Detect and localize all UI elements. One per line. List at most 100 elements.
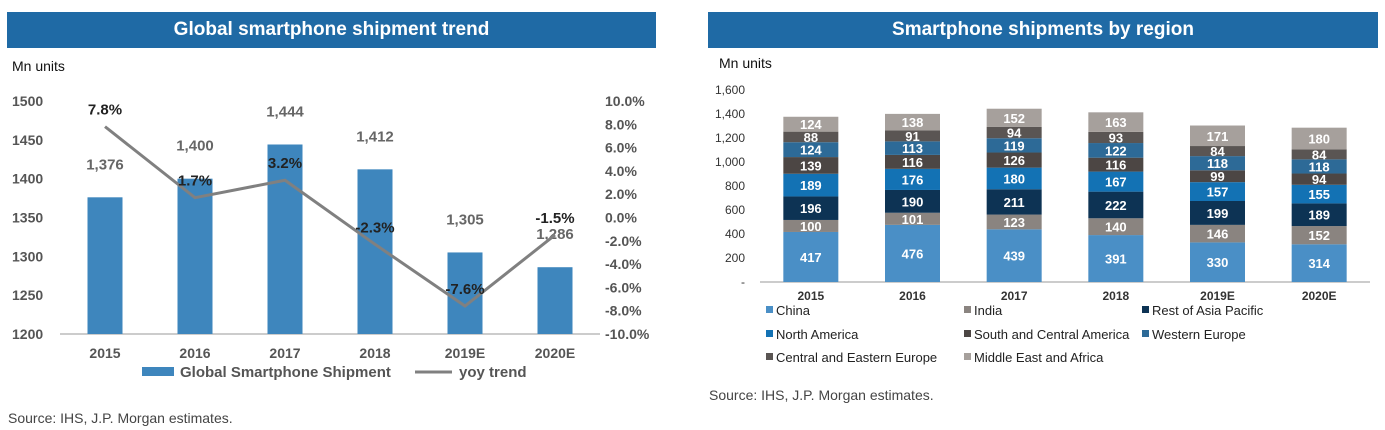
stack-segment-label: 94 <box>1007 126 1022 141</box>
stack-segment-label: 119 <box>1004 138 1025 153</box>
stack-segment-label: 391 <box>1105 252 1127 267</box>
stack-segment-label: 180 <box>1003 171 1025 186</box>
stack-segment-label: 99 <box>1210 169 1224 184</box>
stack-segment-label: 94 <box>1312 172 1327 187</box>
stack-segment <box>1291 244 1347 282</box>
shipment-bar-label: 1,305 <box>446 211 484 228</box>
right-y-tick: -2.0% <box>605 233 642 249</box>
stack-segment-label: 476 <box>902 246 924 261</box>
stack-legend-swatch <box>964 330 971 337</box>
stack-legend-swatch <box>766 353 773 360</box>
left-source-note: Source: IHS, J.P. Morgan estimates. <box>8 410 233 426</box>
stack-segment-label: 155 <box>1308 187 1330 202</box>
left-chart-title: Global smartphone shipment trend <box>7 12 656 48</box>
stack-segment <box>885 141 940 155</box>
stack-x-tick-label: 2016 <box>899 289 926 303</box>
yoy-trend-line <box>104 125 556 308</box>
stack-segment-label: 222 <box>1105 198 1127 213</box>
yoy-point-label: -7.6% <box>445 281 484 298</box>
stack-segment <box>986 108 1042 127</box>
stack-segment <box>885 189 940 213</box>
stack-segment <box>1291 226 1347 245</box>
stack-segment-label: 152 <box>1003 111 1025 126</box>
stack-legend-label: North America <box>776 327 859 342</box>
right-unit-label: Mn units <box>719 55 772 71</box>
stack-legend-swatch <box>766 306 773 313</box>
left-unit-label: Mn units <box>12 58 65 74</box>
stack-segment-label: 140 <box>1105 220 1127 235</box>
stack-segment <box>1088 157 1144 172</box>
x-tick-label: 2020E <box>535 345 575 361</box>
stack-segment-label: 116 <box>1105 158 1126 173</box>
stack-segment <box>783 142 839 158</box>
stack-segment <box>1190 125 1245 147</box>
shipment-bar-label: 1,444 <box>266 103 304 120</box>
stack-segment <box>986 126 1042 139</box>
x-tick-label: 2017 <box>269 345 300 361</box>
stack-legend-swatch <box>1142 330 1149 337</box>
stack-segment <box>1190 146 1245 157</box>
right-y-tick: 8.0% <box>605 116 637 132</box>
stack-x-tick-label: 2019E <box>1200 289 1235 303</box>
left-y-tick: 1400 <box>12 171 43 187</box>
stack-segment <box>986 229 1042 282</box>
stack-legend-label: South and Central America <box>974 327 1130 342</box>
stack-segment <box>885 168 940 190</box>
stack-segment <box>1190 242 1245 282</box>
stack-segment <box>1291 203 1347 227</box>
stack-y-tick: 400 <box>725 227 745 241</box>
stack-x-tick-label: 2020E <box>1302 289 1337 303</box>
stack-segment-label: 100 <box>800 219 822 234</box>
shipment-bar-label: 1,400 <box>176 138 214 155</box>
stack-legend-label: Middle East and Africa <box>974 350 1104 365</box>
x-tick-label: 2015 <box>89 345 120 361</box>
stack-segment-label: 84 <box>1312 147 1327 162</box>
left-y-tick: 1350 <box>12 210 43 226</box>
shipment-bar <box>177 178 213 334</box>
stack-segment-label: 196 <box>800 201 822 216</box>
stack-legend-label: India <box>974 303 1003 318</box>
stack-segment-label: 439 <box>1003 249 1025 264</box>
right-y-tick: 10.0% <box>605 93 645 109</box>
stack-segment-label: 88 <box>804 130 818 145</box>
left-y-tick: 1200 <box>12 326 43 342</box>
stack-segment <box>885 113 940 131</box>
shipment-bar-label: 1,286 <box>536 226 574 243</box>
stack-segment <box>1088 235 1144 282</box>
right-y-tick: 6.0% <box>605 140 637 156</box>
right-chart-title: Smartphone shipments by region <box>708 12 1378 48</box>
stack-legend-label: Western Europe <box>1152 327 1246 342</box>
right-y-tick: -4.0% <box>605 256 642 272</box>
left-y-tick: 1300 <box>12 248 43 264</box>
x-tick-label: 2016 <box>179 345 210 361</box>
stack-segment <box>1291 184 1347 204</box>
stack-segment <box>783 219 839 232</box>
x-tick-label: 2019E <box>445 345 485 361</box>
shipment-bar <box>537 267 573 334</box>
stack-segment <box>1291 149 1347 160</box>
stack-segment <box>986 214 1042 230</box>
stack-segment-label: 118 <box>1309 159 1330 174</box>
stack-segment-label: 330 <box>1207 255 1229 270</box>
stack-segment <box>885 130 940 142</box>
stack-segment <box>1190 182 1245 201</box>
stack-segment <box>1190 224 1245 243</box>
left-y-tick: 1250 <box>12 287 43 303</box>
stack-y-tick: 1,600 <box>715 83 745 97</box>
stack-legend-label: Rest of Asia Pacific <box>1152 303 1264 318</box>
stack-segment <box>1291 127 1347 150</box>
right-y-tick: 0.0% <box>605 210 637 226</box>
stack-segment <box>986 138 1042 153</box>
stack-legend-swatch <box>964 306 971 313</box>
stack-segment-label: 146 <box>1207 227 1229 242</box>
stack-x-tick-label: 2018 <box>1102 289 1129 303</box>
stack-segment <box>1088 218 1144 236</box>
legend-swatch-shipment <box>142 367 174 376</box>
stack-y-tick: 1,200 <box>715 131 745 145</box>
yoy-point-label: 3.2% <box>268 155 302 172</box>
stack-segment <box>986 167 1042 190</box>
stack-segment-label: 211 <box>1004 195 1025 210</box>
stack-segment-label: 101 <box>902 212 924 227</box>
stack-y-tick: 800 <box>725 179 745 193</box>
